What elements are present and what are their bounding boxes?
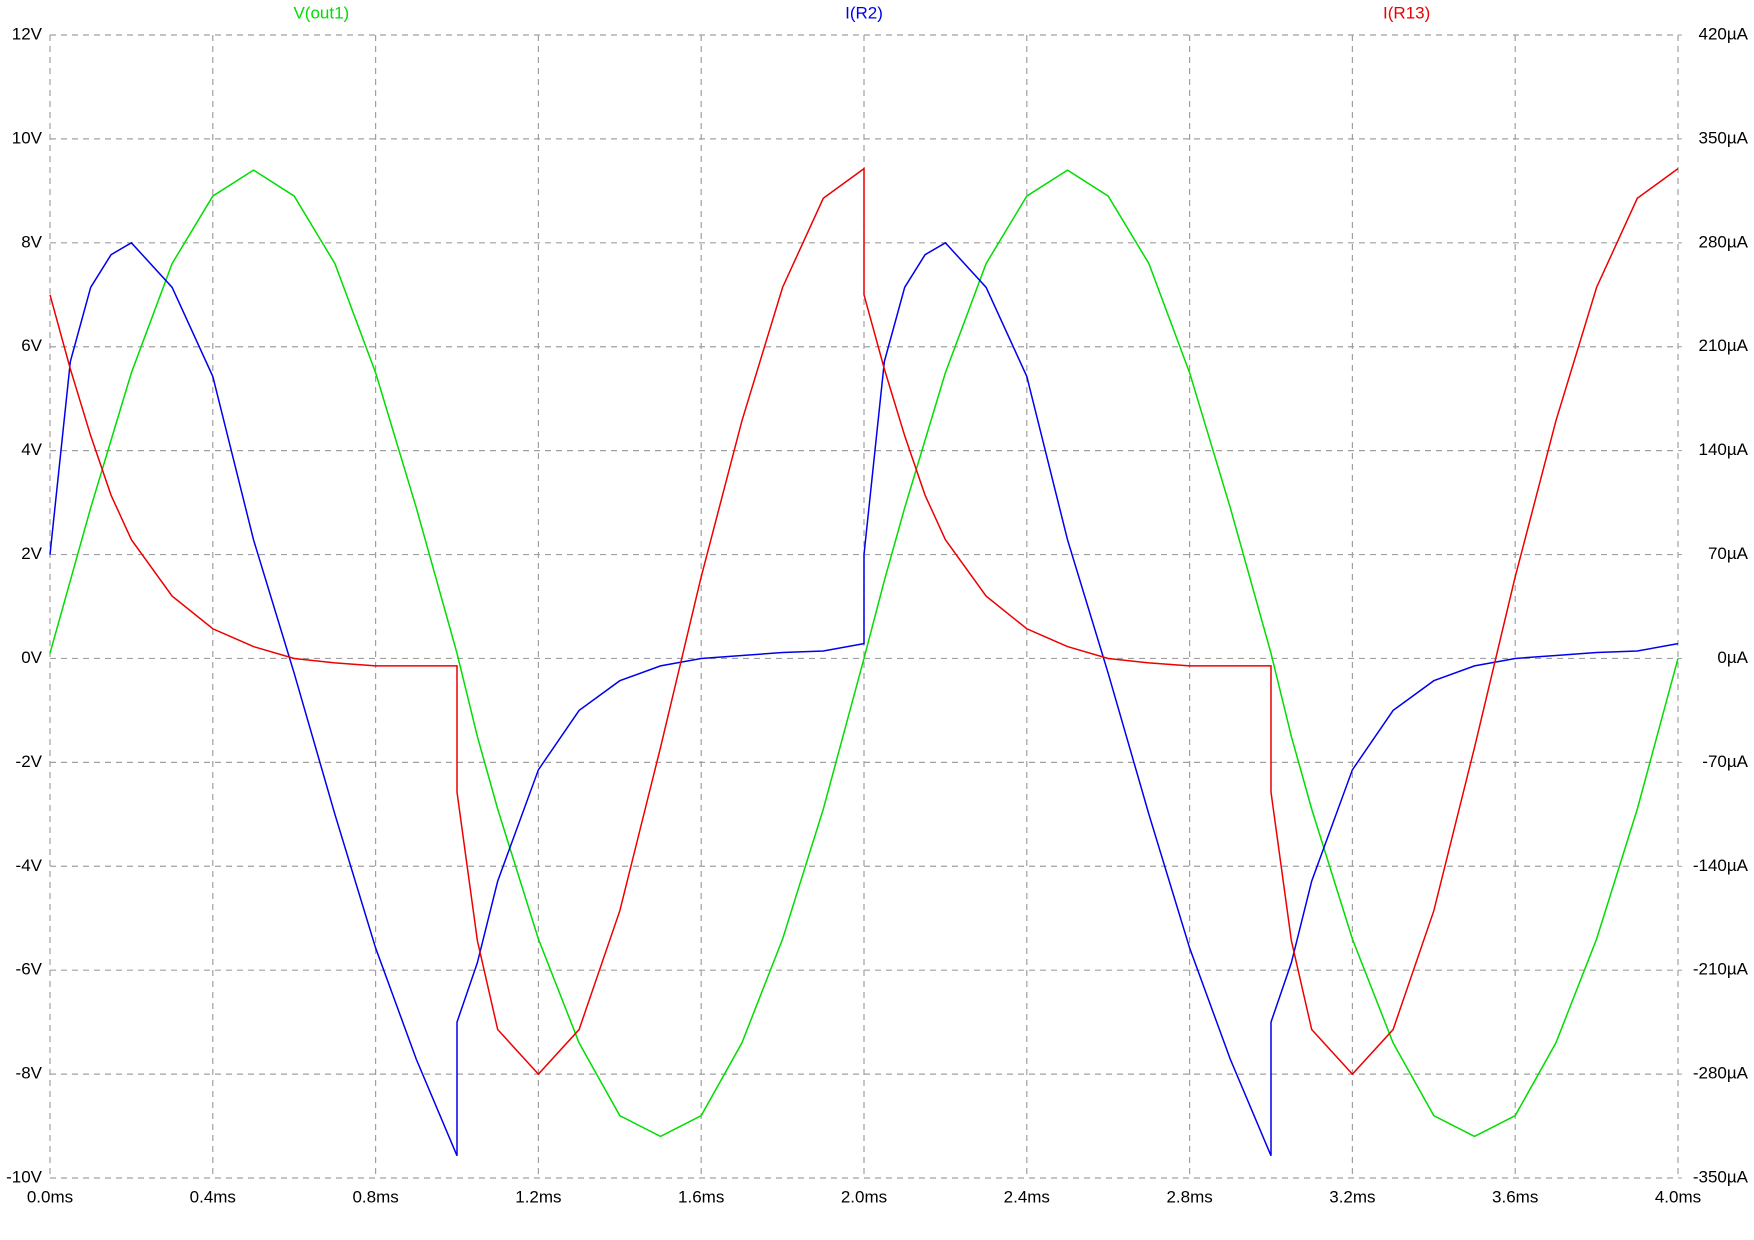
x-tick-label: 2.8ms	[1166, 1187, 1212, 1206]
legend-entry: I(R2)	[845, 3, 883, 22]
y-tick-label: -2V	[16, 752, 43, 771]
y2-tick-label: 210µA	[1699, 336, 1749, 355]
y2-tick-label: -140µA	[1693, 856, 1749, 875]
x-tick-label: 0.0ms	[27, 1187, 73, 1206]
legend-entry: I(R13)	[1383, 3, 1430, 22]
series-line	[49, 167, 1679, 1076]
y2-tick-label: -210µA	[1693, 960, 1749, 979]
y-tick-label: -10V	[6, 1167, 43, 1186]
x-tick-label: 3.2ms	[1329, 1187, 1375, 1206]
y-tick-label: 10V	[12, 128, 43, 147]
x-tick-label: 0.4ms	[190, 1187, 236, 1206]
y-tick-label: 2V	[21, 544, 42, 563]
y2-tick-label: 70µA	[1708, 544, 1749, 563]
x-tick-label: 0.8ms	[352, 1187, 398, 1206]
y-tick-label: 4V	[21, 440, 42, 459]
y2-tick-label: 0µA	[1717, 648, 1748, 667]
y2-tick-label: 140µA	[1699, 440, 1749, 459]
x-tick-label: 3.6ms	[1492, 1187, 1538, 1206]
legend-entry: V(out1)	[293, 3, 349, 22]
y-tick-label: -6V	[16, 960, 43, 979]
x-tick-label: 2.0ms	[841, 1187, 887, 1206]
y-tick-label: 12V	[12, 24, 43, 43]
y-tick-label: -4V	[16, 856, 43, 875]
series-line	[49, 169, 1679, 1138]
x-tick-label: 1.6ms	[678, 1187, 724, 1206]
y2-tick-label: 420µA	[1699, 24, 1749, 43]
y2-tick-label: -70µA	[1702, 752, 1748, 771]
x-tick-label: 2.4ms	[1004, 1187, 1050, 1206]
x-tick-label: 4.0ms	[1655, 1187, 1701, 1206]
y-tick-label: 8V	[21, 232, 42, 251]
y2-tick-label: -280µA	[1693, 1064, 1749, 1083]
y-tick-label: 0V	[21, 648, 42, 667]
y2-tick-label: 280µA	[1699, 232, 1749, 251]
x-tick-label: 1.2ms	[515, 1187, 561, 1206]
y2-tick-label: 350µA	[1699, 128, 1749, 147]
series-line	[49, 241, 1679, 1157]
y2-tick-label: -350µA	[1693, 1167, 1749, 1186]
y-tick-label: -8V	[16, 1064, 43, 1083]
y-tick-label: 6V	[21, 336, 42, 355]
